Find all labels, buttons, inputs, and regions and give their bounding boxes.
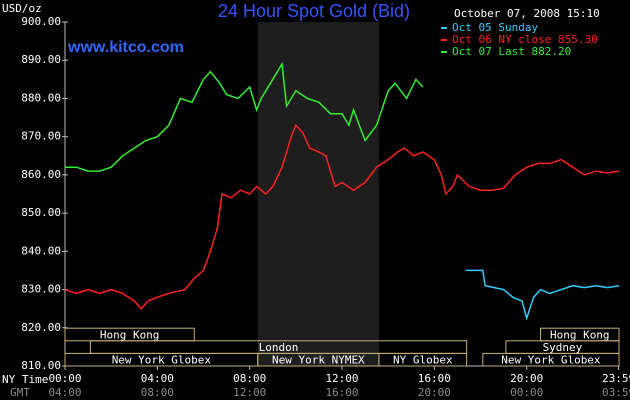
x-tick-label: 08:00 [233,372,266,385]
line [65,61,424,172]
x-tick-label: 20:00 [510,372,543,385]
y-axis-label: USD/oz [2,2,42,15]
x-tick-label: 12:00 [325,372,358,385]
y-tick-label: 830.00 [21,283,61,296]
legend-label: Oct 06 NY close 855.30 [452,33,598,46]
session-label: New York Globex [501,354,601,367]
x-tick-label-gmt: 12:00 [233,386,266,399]
session-box [482,352,620,367]
chart-title: 24 Hour Spot Gold (Bid) [218,1,410,21]
x-tick-label-gmt: 08:00 [141,386,174,399]
x-tick-label: 00:00 [48,372,81,385]
session-label: London [259,341,299,354]
y-tick-label: 810.00 [21,359,61,372]
y-tick-label: 850.00 [21,206,61,219]
x-tick-label-gmt: 20:00 [418,386,451,399]
y-tick-label: 880.00 [21,91,61,104]
highlight-band [257,22,379,366]
timestamp: October 07, 2008 15:10 [454,7,600,20]
y-tick-label: 820.00 [21,321,61,334]
session-label: NY Globex [393,354,453,367]
session-box [378,352,468,367]
x-tick-label-gmt: 16:00 [325,386,358,399]
y-tick-label: 840.00 [21,244,61,257]
session-label: Sydney [543,341,583,354]
x-tick-label: 04:00 [141,372,174,385]
y-tick-label: 890.00 [21,53,61,66]
session-label: Hong Kong [550,329,610,342]
y-tick-label: 900.00 [21,15,61,28]
legend-label: Oct 07 Last 882.20 [452,45,571,58]
session-label: New York NYMEX [272,354,365,367]
session-label: New York Globex [112,354,212,367]
watermark: www.kitco.com [67,39,184,56]
legend-label: Oct 05 Sunday [452,21,538,34]
x-row-label: GMT [10,386,30,399]
session-label: Hong Kong [100,329,160,342]
x-tick-label-gmt: 00:00 [510,386,543,399]
line [64,123,620,310]
x-tick-label: 23:59 [602,372,630,385]
y-tick-label: 870.00 [21,130,61,143]
x-tick-label: 16:00 [418,372,451,385]
y-tick-label: 860.00 [21,168,61,181]
x-row-label: NY Time [2,373,48,386]
line [465,269,620,321]
x-tick-label-gmt: 03:59 [602,386,630,399]
x-tick-label-gmt: 04:00 [48,386,81,399]
